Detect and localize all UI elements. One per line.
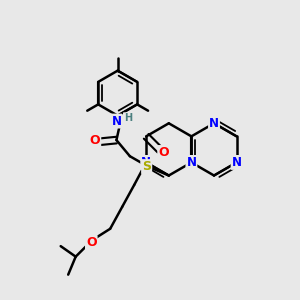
Text: N: N <box>232 156 242 169</box>
Text: N: N <box>209 117 219 130</box>
Text: S: S <box>142 160 151 173</box>
Text: N: N <box>112 115 122 128</box>
Text: N: N <box>141 156 151 169</box>
Text: O: O <box>90 134 100 148</box>
Text: H: H <box>124 113 132 123</box>
Text: O: O <box>86 236 97 249</box>
Text: O: O <box>158 146 169 159</box>
Text: N: N <box>186 156 197 169</box>
